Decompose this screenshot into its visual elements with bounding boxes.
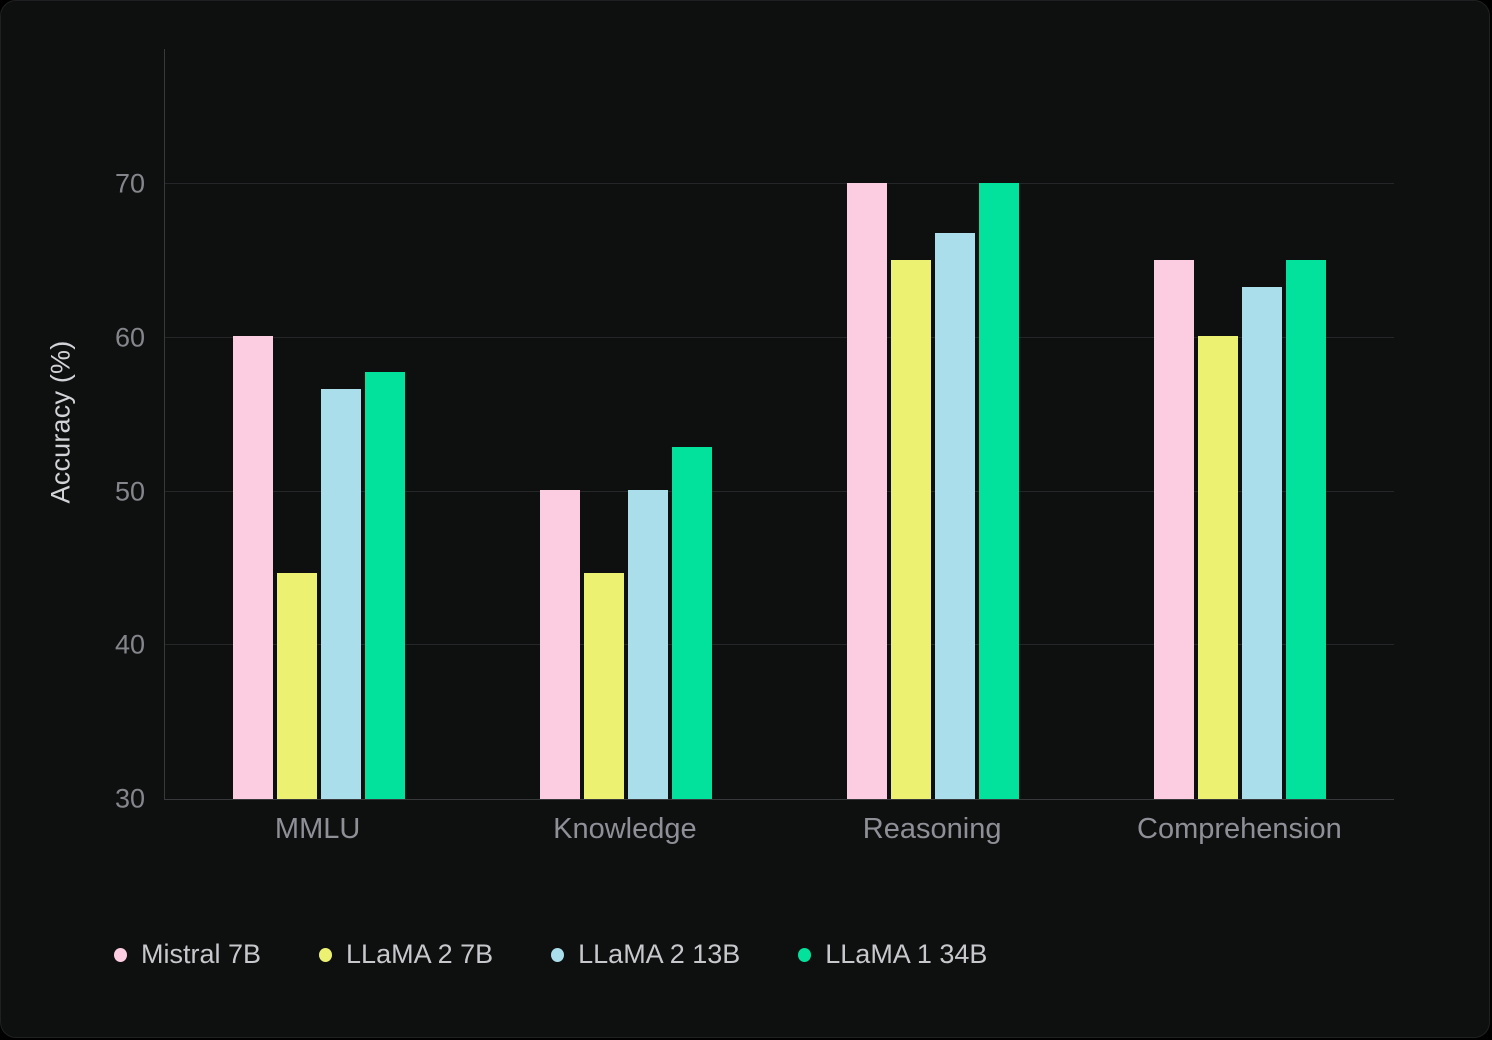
bar-mistral-7b-comprehension: [1154, 259, 1195, 799]
gridline-40: [165, 644, 1394, 646]
bar-llama-2-7b-mmlu: [276, 573, 317, 799]
x-category-label-reasoning: Reasoning: [862, 813, 1002, 845]
bar-llama-2-13b-comprehension: [1242, 287, 1283, 799]
bar-llama-1-34b-reasoning: [979, 182, 1020, 799]
bar-llama-1-34b-comprehension: [1286, 259, 1327, 799]
y-tick-label-40: 40: [114, 629, 145, 660]
legend: Mistral 7B LLaMA 2 7B LLaMA 2 13B LLaMA 1 3…: [114, 939, 987, 970]
x-category-label-comprehension: Comprehension: [1137, 813, 1342, 845]
legend-dot-icon: [319, 947, 333, 962]
y-tick-label-50: 50: [114, 476, 145, 507]
y-tick-label-30: 30: [114, 783, 145, 814]
x-category-label-mmlu: MMLU: [274, 813, 361, 845]
bar-llama-2-7b-knowledge: [583, 573, 624, 799]
legend-item-llama-1-34b[interactable]: LLaMA 1 34B: [798, 939, 987, 970]
y-tick-label-60: 60: [114, 322, 145, 353]
bar-mistral-7b-knowledge: [539, 490, 580, 799]
bar-group-reasoning: [780, 49, 1087, 799]
bar-llama-2-7b-reasoning: [891, 259, 932, 799]
y-tick-label-70: 70: [114, 168, 145, 199]
plot-area: 30 40 50 60 70: [115, 49, 1394, 812]
legend-dot-icon: [798, 947, 812, 962]
x-category-label-knowledge: Knowledge: [553, 813, 697, 845]
legend-item-llama-2-7b[interactable]: LLaMA 2 7B: [319, 939, 493, 970]
bar-llama-2-13b-reasoning: [935, 233, 976, 799]
legend-dot-icon: [551, 947, 565, 962]
bar-llama-2-13b-mmlu: [320, 388, 361, 799]
gridline-60: [165, 336, 1394, 338]
bar-mistral-7b-reasoning: [847, 182, 888, 799]
bar-llama-1-34b-knowledge: [671, 447, 712, 799]
bar-group-knowledge: [472, 49, 779, 799]
bar-llama-2-7b-comprehension: [1198, 336, 1239, 799]
legend-label: LLaMA 2 13B: [578, 939, 741, 969]
x-axis-labels: MMLU Knowledge Reasoning Comprehension: [164, 813, 1393, 846]
gridline-50: [165, 490, 1394, 492]
bar-group-comprehension: [1087, 49, 1394, 799]
bar-llama-1-34b-mmlu: [364, 371, 405, 799]
legend-label: Mistral 7B: [141, 939, 262, 969]
gridline-70: [165, 183, 1394, 185]
bars-layer: [165, 49, 1394, 799]
legend-label: LLaMA 1 34B: [825, 939, 988, 969]
bar-mistral-7b-mmlu: [232, 336, 273, 799]
bar-llama-2-13b-knowledge: [627, 490, 668, 799]
bar-group-mmlu: [165, 49, 472, 799]
legend-dot-icon: [114, 947, 127, 962]
legend-label: LLaMA 2 7B: [346, 939, 494, 969]
legend-item-mistral-7b[interactable]: Mistral 7B: [114, 939, 261, 970]
legend-item-llama-2-13b[interactable]: LLaMA 2 13B: [551, 939, 740, 970]
